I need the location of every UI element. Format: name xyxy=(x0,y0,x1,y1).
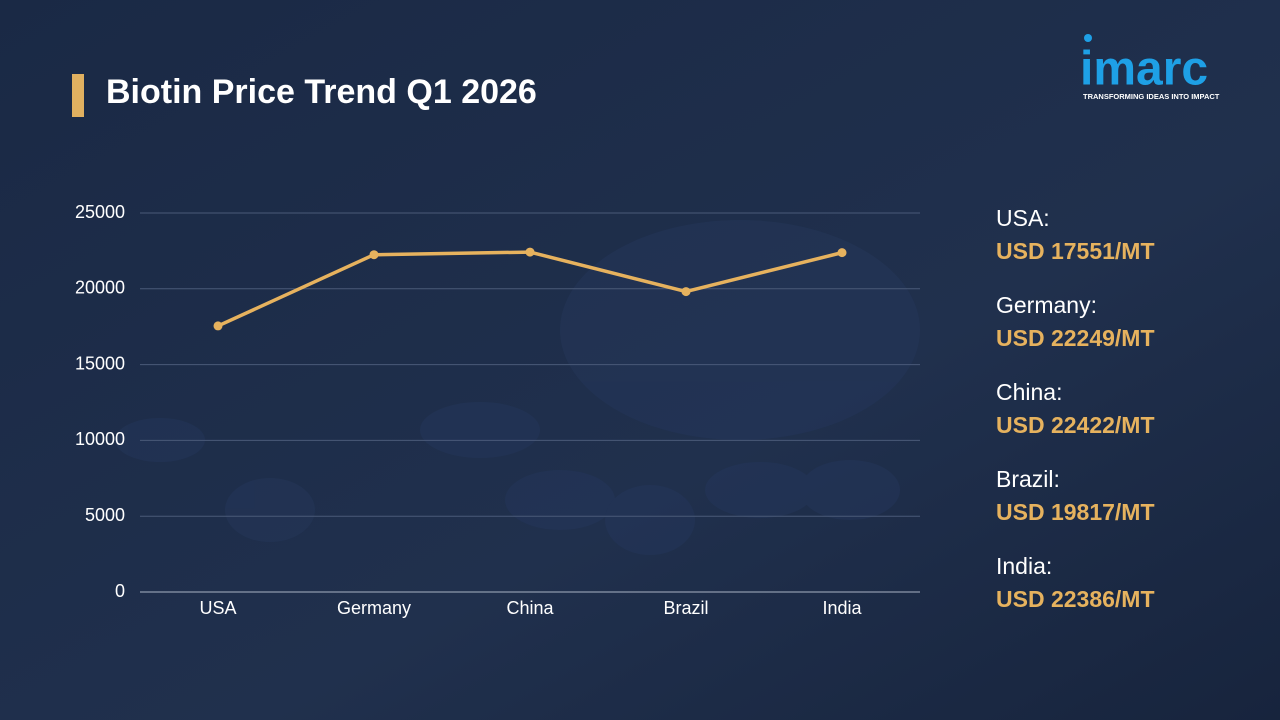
x-tick-label: Germany xyxy=(337,598,411,618)
x-tick-label: Brazil xyxy=(663,598,708,618)
panel-label: USA: xyxy=(996,205,1050,231)
x-tick-label: USA xyxy=(199,598,236,618)
point xyxy=(369,250,379,260)
point xyxy=(525,247,535,257)
logo-tagline: TRANSFORMING IDEAS INTO IMPACT xyxy=(1083,92,1220,101)
logo: imarc xyxy=(1080,43,1208,96)
x-tick-label: India xyxy=(822,598,862,618)
chart-title: Biotin Price Trend Q1 2026 xyxy=(106,73,537,111)
value-label: USD 17551/MT xyxy=(996,238,1155,264)
value-label: USD 19817/MT xyxy=(996,499,1155,525)
point xyxy=(213,321,223,331)
value-label: USD 22422/MT xyxy=(996,412,1155,438)
y-tick-label: 25000 xyxy=(75,202,125,222)
value-label: USD 22249/MT xyxy=(996,325,1155,351)
value-label: USD 22386/MT xyxy=(996,586,1155,612)
logo-dot xyxy=(1084,34,1092,42)
panel-label: India: xyxy=(996,553,1052,579)
x-tick-label: China xyxy=(506,598,554,618)
y-tick-label: 10000 xyxy=(75,429,125,449)
panel-label: China: xyxy=(996,379,1062,405)
y-tick-label: 20000 xyxy=(75,278,125,298)
background-decoration xyxy=(115,220,920,555)
y-tick-label: 15000 xyxy=(75,353,125,373)
point xyxy=(681,287,691,297)
panel-label: Germany: xyxy=(996,292,1097,318)
point xyxy=(837,248,847,258)
title-accent xyxy=(72,74,84,117)
panel-label: Brazil: xyxy=(996,466,1060,492)
y-tick-label: 0 xyxy=(115,581,125,601)
y-tick-label: 5000 xyxy=(85,505,125,525)
